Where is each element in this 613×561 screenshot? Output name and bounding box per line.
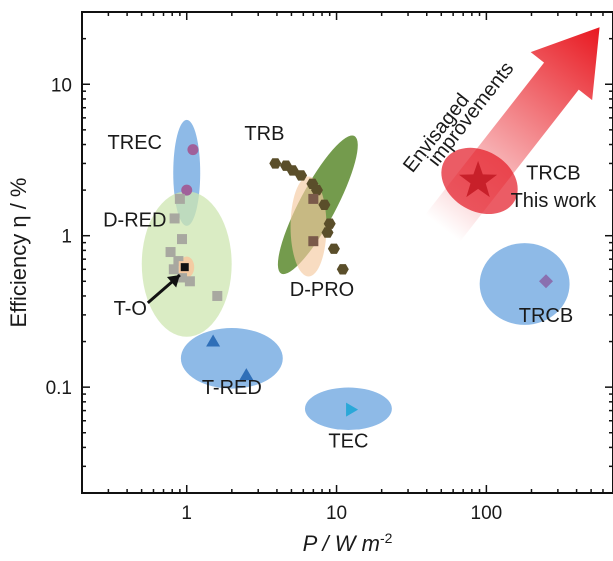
point-hexagon [269, 158, 282, 169]
region-t-red [180, 328, 283, 389]
point-triangle-up [239, 368, 254, 381]
point-star [459, 160, 498, 198]
label-t-o: T-O [114, 298, 147, 320]
point-square [169, 213, 180, 224]
label-trec: TREC [108, 132, 162, 154]
label-d-red: D-RED [103, 210, 166, 232]
point-circle [187, 144, 199, 156]
point-hexagon [336, 264, 349, 275]
label-trcb: TRCB [519, 305, 573, 327]
label-t-red: T-RED [202, 377, 262, 399]
point-square [177, 234, 188, 245]
region-trcb [479, 243, 570, 325]
point-square [212, 290, 223, 301]
t-o-pointer-head [166, 275, 180, 288]
x-tick-label: 10 [326, 503, 347, 524]
x-tick-label: 100 [471, 503, 503, 524]
point-square [308, 193, 319, 204]
t-o-pointer-arrow [146, 273, 181, 305]
y-tick-label: 0.1 [46, 378, 72, 399]
point-triangle-right [346, 402, 359, 417]
point-hexagon [295, 170, 308, 181]
label-d-pro: D-PRO [290, 279, 354, 301]
point-hexagon [323, 218, 336, 229]
label-trcb-this-work-1: TRCB [526, 163, 580, 185]
y-tick-label: 10 [51, 75, 72, 96]
point-square [184, 276, 195, 287]
x-axis-title: P / W m-2 [303, 530, 393, 556]
point-square [177, 272, 188, 283]
point-hexagon [327, 243, 340, 254]
point-hexagon [321, 227, 334, 238]
x-axis-title-superscript: -2 [380, 530, 393, 546]
point-hexagon [286, 165, 299, 176]
tick-labels-layer: 1 10 100 0.1 1 10 [46, 75, 503, 524]
point-hexagon [318, 199, 331, 210]
improvement-arrow [425, 27, 600, 242]
point-square [308, 236, 319, 247]
point-hexagon [311, 184, 323, 196]
points-layer [165, 144, 554, 417]
label-tec: TEC [328, 430, 368, 452]
label-trb: TRB [244, 123, 284, 145]
point-square [178, 261, 191, 274]
x-axis-title-main: P / W m [303, 531, 380, 556]
point-square [173, 256, 184, 267]
point-diamond [539, 274, 554, 289]
point-square [165, 247, 176, 258]
ticks-layer [81, 11, 613, 494]
x-tick-label: 1 [181, 503, 192, 524]
point-square [168, 264, 179, 275]
point-triangle-up [206, 334, 221, 347]
point-square [174, 193, 185, 204]
point-circle [181, 184, 193, 196]
y-tick-label: 1 [61, 227, 72, 248]
arrow-shape [425, 27, 600, 242]
label-trcb-this-work-2: This work [511, 190, 598, 212]
plot-frame [81, 11, 613, 494]
y-axis-title: Efficiency η / % [6, 178, 31, 328]
